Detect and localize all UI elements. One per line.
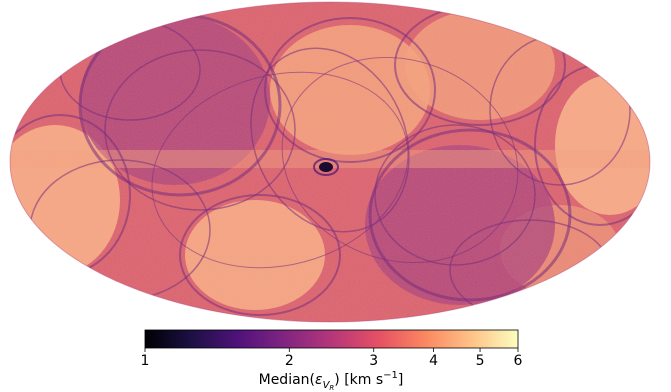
colorbar-ticks: 1 2 3 4 5 6 [141, 348, 523, 369]
colorbar-gradient [144, 329, 519, 349]
colorbar-tick-label-1: 1 [141, 353, 150, 369]
galactic-center-halo [313, 158, 339, 176]
galactic-center-spot [319, 162, 333, 172]
colorbar-tick-label-5: 5 [476, 353, 485, 369]
colorbar-tick-label-3: 3 [369, 353, 378, 369]
colorbar-tick-label-6: 6 [514, 353, 523, 369]
colorbar-tick-label-4: 4 [429, 353, 438, 369]
colorbar-tick-label-2: 2 [285, 353, 294, 369]
sky-map-outline [9, 1, 651, 323]
pixel-noise [10, 2, 650, 322]
mollweide-sky-map [10, 2, 650, 322]
colorbar: 1 2 3 4 5 6 Median(εVR) [km s−1] [141, 329, 523, 392]
colorbar-label: Median(εVR) [km s−1] [259, 370, 404, 392]
